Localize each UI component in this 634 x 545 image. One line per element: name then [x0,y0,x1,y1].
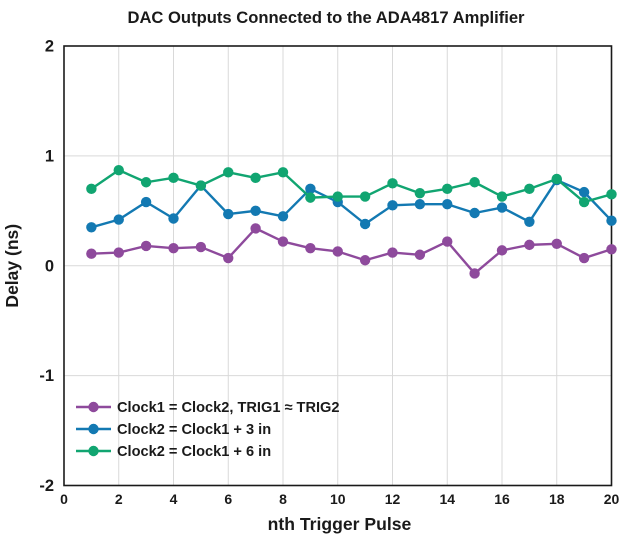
svg-text:4: 4 [170,491,178,507]
svg-text:-1: -1 [39,367,54,385]
svg-text:18: 18 [549,491,565,507]
svg-text:10: 10 [330,491,346,507]
svg-text:14: 14 [439,491,455,507]
svg-text:nth Trigger Pulse: nth Trigger Pulse [268,514,412,534]
svg-text:6: 6 [224,491,232,507]
svg-text:12: 12 [385,491,401,507]
svg-text:2: 2 [115,491,123,507]
svg-text:2: 2 [45,38,54,56]
svg-text:1: 1 [45,147,54,165]
svg-text:Clock2 = Clock1 + 3 in: Clock2 = Clock1 + 3 in [117,422,271,438]
svg-text:8: 8 [279,491,287,507]
svg-text:16: 16 [494,491,510,507]
svg-text:DAC Outputs Connected to the A: DAC Outputs Connected to the ADA4817 Amp… [127,8,525,27]
svg-text:Clock2 = Clock1 + 6 in: Clock2 = Clock1 + 6 in [117,444,271,460]
svg-text:20: 20 [604,491,620,507]
svg-text:-2: -2 [39,477,54,495]
svg-text:0: 0 [60,491,68,507]
svg-text:0: 0 [45,257,54,275]
svg-text:Delay (ns): Delay (ns) [2,224,22,308]
svg-text:Clock1 = Clock2, TRIG1 ≈ TRIG2: Clock1 = Clock2, TRIG1 ≈ TRIG2 [117,400,340,416]
